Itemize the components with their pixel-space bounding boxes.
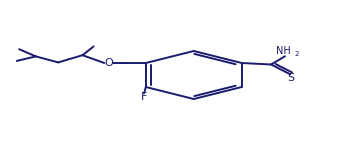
Text: F: F [141, 93, 147, 102]
Text: 2: 2 [294, 51, 299, 57]
Text: S: S [288, 74, 295, 83]
Text: O: O [104, 58, 113, 68]
Text: NH: NH [276, 46, 291, 56]
